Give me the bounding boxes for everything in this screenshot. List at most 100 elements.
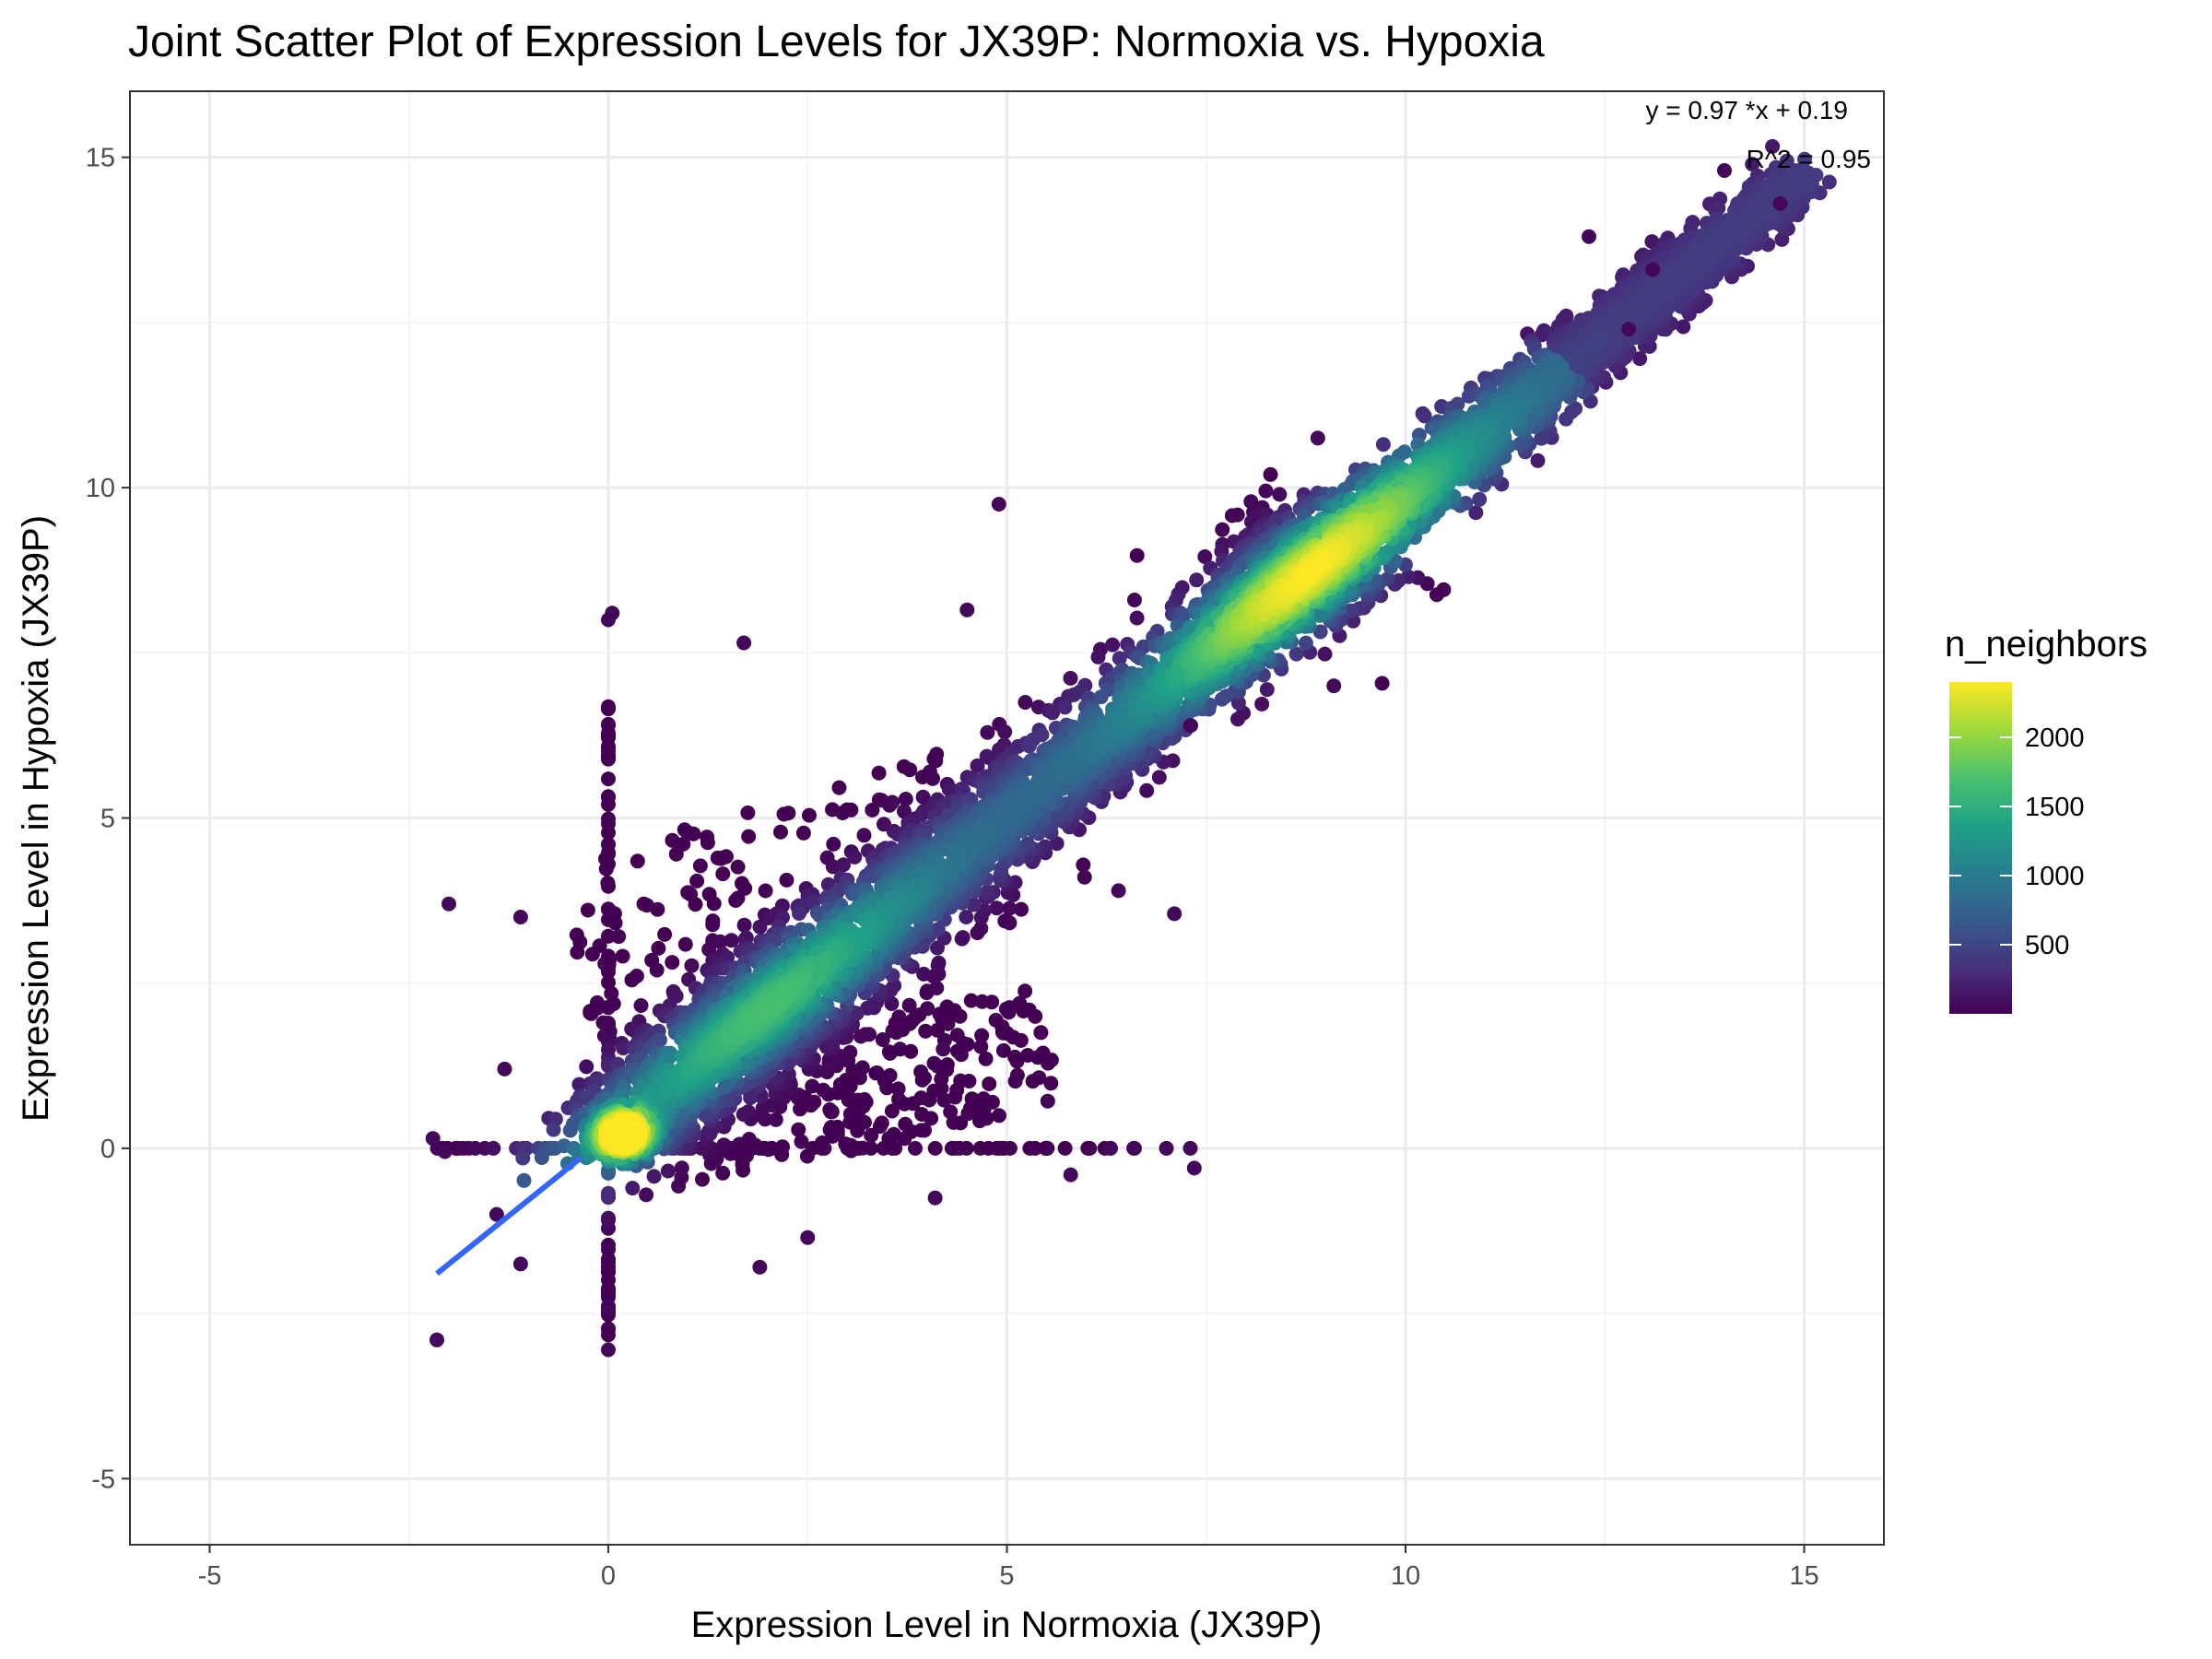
scatter-point <box>1025 1074 1041 1089</box>
scatter-point <box>1288 646 1304 662</box>
scatter-point <box>1090 649 1106 665</box>
scatter-point <box>980 724 995 740</box>
scatter-point <box>756 1005 771 1020</box>
scatter-point <box>1230 507 1245 523</box>
scatter-point <box>1530 453 1546 468</box>
scatter-point <box>1391 573 1406 588</box>
scatter-point <box>843 802 859 818</box>
scatter-point <box>949 1028 965 1043</box>
scatter-point <box>1002 900 1018 916</box>
scatter-point <box>936 1092 952 1108</box>
scatter-point <box>570 945 585 960</box>
scatter-point <box>1215 522 1230 537</box>
scatter-point <box>897 804 912 819</box>
scatter-point <box>1737 214 1752 229</box>
scatter-point <box>660 1163 676 1179</box>
scatter-point <box>601 1321 616 1336</box>
scatter-point <box>639 1187 654 1203</box>
scatter-point <box>601 1185 616 1201</box>
scatter-point <box>1312 624 1328 640</box>
scatter-point <box>724 933 739 948</box>
scatter-point <box>686 826 701 841</box>
scatter-point <box>953 1073 969 1088</box>
scatter-point <box>902 762 918 778</box>
scatter-point <box>882 1067 898 1083</box>
scatter-point <box>920 983 935 999</box>
scatter-point <box>901 997 917 1013</box>
scatter-point <box>974 1028 990 1043</box>
scatter-point <box>1021 738 1037 754</box>
scatter-point <box>601 974 616 990</box>
scatter-point <box>976 1091 992 1107</box>
scatter-point <box>791 1122 806 1137</box>
scatter-point <box>836 857 852 873</box>
data-points <box>425 138 1837 1358</box>
scatter-point <box>982 1077 997 1091</box>
scatter-point <box>823 1120 839 1135</box>
scatter-point <box>1254 696 1270 712</box>
scatter-point <box>914 806 930 822</box>
scatter-point <box>768 1112 783 1127</box>
scatter-point <box>813 960 829 976</box>
scatter-point <box>740 805 756 820</box>
scatter-point <box>980 884 995 900</box>
scatter-point <box>908 1140 923 1156</box>
scatter-point <box>601 701 616 717</box>
scatter-point <box>1298 635 1313 651</box>
scatter-point <box>615 948 630 964</box>
scatter-point <box>931 955 947 971</box>
scatter-point <box>688 897 703 912</box>
scatter-point <box>601 878 616 894</box>
scatter-point <box>598 861 614 877</box>
scatter-point <box>625 1181 641 1196</box>
scatter-point <box>959 910 974 924</box>
scatter-point <box>1259 682 1275 698</box>
scatter-point <box>1105 637 1121 653</box>
scatter-point <box>826 836 841 852</box>
scatter-point <box>601 928 616 944</box>
scatter-point <box>1077 869 1092 885</box>
scatter-point <box>997 724 1013 740</box>
scatter-point <box>1765 138 1781 154</box>
scatter-point <box>684 958 700 973</box>
scatter-point <box>716 1137 732 1153</box>
scatter-point <box>646 1169 662 1184</box>
scatter-point <box>773 824 788 840</box>
scatter-point <box>978 1051 994 1066</box>
scatter-point <box>1034 727 1050 743</box>
scatter-point <box>915 789 931 805</box>
scatter-point <box>868 1065 884 1081</box>
scatter-point <box>794 1134 809 1149</box>
scatter-point <box>973 1039 989 1054</box>
scatter-point <box>1049 836 1065 852</box>
scatter-point <box>719 849 734 865</box>
scatter-point <box>629 853 645 869</box>
scatter-point <box>1512 436 1528 452</box>
scatter-point <box>1644 234 1660 250</box>
scatter-point <box>865 802 880 818</box>
scatter-point <box>1007 1049 1023 1065</box>
scatter-point <box>715 866 731 882</box>
scatter-point <box>1258 483 1274 499</box>
scatter-point <box>972 1140 988 1156</box>
scatter-point <box>842 1106 858 1122</box>
scatter-point <box>1116 710 1132 725</box>
scatter-point <box>1534 430 1549 446</box>
scatter-point <box>928 753 944 769</box>
scatter-point <box>607 915 623 931</box>
scatter-point <box>661 1050 677 1065</box>
scatter-point <box>943 1104 959 1120</box>
scatter-point <box>668 846 684 862</box>
scatter-point <box>649 962 665 978</box>
scatter-point <box>701 942 717 958</box>
scatter-point <box>926 1083 942 1099</box>
scatter-point <box>741 829 757 844</box>
scatter-point <box>998 1001 1014 1017</box>
scatter-point <box>992 1108 1006 1124</box>
scatter-point <box>601 1237 616 1253</box>
scatter-point <box>874 1115 889 1131</box>
scatter-point <box>822 1102 838 1117</box>
scatter-point <box>1080 1140 1096 1156</box>
scatter-point <box>601 796 616 812</box>
scatter-point <box>601 1210 616 1226</box>
